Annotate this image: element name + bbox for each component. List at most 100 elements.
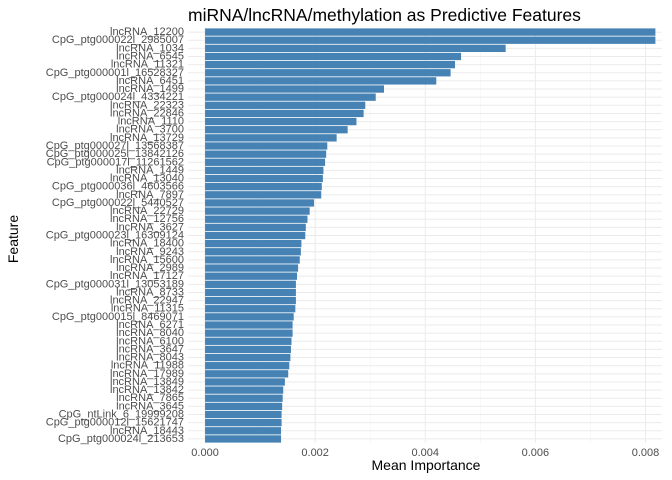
y-axis-title: Feature	[5, 215, 21, 263]
bar	[205, 60, 456, 69]
y-tick-label: lncRNA_18400	[110, 238, 184, 250]
y-tick-label: CpG_ptg000025l_13842126	[46, 148, 184, 160]
y-tick-label: CpG_ptg000022l_5440527	[52, 197, 184, 209]
y-tick-label: lncRNA_13040	[110, 173, 184, 185]
bar	[205, 191, 322, 199]
y-tick-label: lncRNA_22729	[110, 205, 184, 217]
bar	[205, 109, 364, 118]
y-tick-label: lncRNA_3647	[116, 343, 184, 355]
bar	[205, 402, 283, 411]
y-tick-label: lncRNA_11315	[111, 303, 184, 315]
y-tick-label: lncRNA_6451	[116, 75, 184, 87]
bar	[205, 101, 366, 109]
y-tick-label: lncRNA_13842	[110, 384, 184, 396]
bar	[205, 248, 301, 256]
y-tick-label: lncRNA_12200	[110, 26, 184, 38]
y-tick-label: lncRNA_9243	[116, 246, 184, 258]
y-tick-label: CpG_ptg000017l_11261562	[47, 156, 184, 168]
y-tick-label: CpG_ptg000027l_13568387	[46, 140, 184, 152]
y-tick-label: lncRNA_6100	[116, 335, 184, 347]
y-tick-labels: lncRNA_12200CpG_ptg000022l_2985007lncRNA…	[46, 26, 184, 445]
bar	[205, 418, 282, 427]
y-tick-label: lncRNA_8733	[116, 286, 184, 298]
y-tick-label: lncRNA_2989	[116, 262, 184, 274]
y-tick-label: lncRNA_22947	[110, 295, 184, 307]
y-tick-label: lncRNA_8043	[116, 352, 184, 364]
bar	[205, 215, 308, 223]
bar	[205, 296, 296, 305]
bar	[205, 183, 322, 191]
bar	[205, 386, 284, 394]
bar	[205, 69, 451, 77]
bar	[205, 410, 282, 419]
x-tick-labels: 0.000 0.002 0.004 0.006 0.008	[191, 447, 659, 459]
bar	[205, 305, 296, 313]
bar	[205, 158, 326, 166]
bar	[205, 199, 315, 207]
y-tick-label: lncRNA_1449	[116, 164, 184, 176]
bar	[205, 280, 296, 288]
bar	[205, 36, 656, 44]
y-tick-label: lncRNA_3645	[116, 400, 184, 412]
bar	[205, 44, 506, 53]
bar	[205, 321, 293, 329]
y-tick-label: lncRNA_13729	[110, 132, 184, 144]
y-tick-label: CpG_ptg000031l_13053189	[46, 278, 184, 290]
bar	[205, 362, 290, 370]
bar	[205, 85, 384, 93]
y-tick-label: lncRNA_1110	[118, 116, 184, 128]
bar	[205, 264, 299, 272]
bar	[205, 231, 306, 240]
bar	[205, 353, 291, 362]
y-tick-label: lncRNA_6545	[116, 50, 184, 62]
bar	[205, 370, 289, 378]
bars	[205, 28, 656, 443]
y-tick-label: CpG_ptg000024l_213653	[58, 433, 184, 445]
y-tick-label: lncRNA_18443	[110, 425, 184, 437]
bar	[205, 337, 292, 345]
bar	[205, 223, 306, 232]
y-tick-label: lncRNA_22323	[110, 99, 184, 111]
y-tick-label: lncRNA_22846	[110, 107, 184, 119]
y-tick-label: lncRNA_12756	[110, 213, 184, 225]
bar	[205, 117, 357, 126]
bar	[205, 126, 348, 134]
bar	[205, 288, 296, 297]
y-tick-label: CpG_ptg000036l_4603566	[52, 181, 184, 193]
bar	[205, 93, 376, 101]
bar	[205, 239, 302, 248]
y-tick-label: lncRNA_13849	[110, 376, 184, 388]
bar	[205, 378, 285, 386]
bar	[205, 166, 324, 175]
y-tick-label: lncRNA_8040	[116, 327, 184, 339]
chart-title: miRNA/lncRNA/methylation as Predictive F…	[188, 5, 581, 25]
y-tick-label: lncRNA_1499	[116, 83, 184, 95]
bar	[205, 142, 328, 150]
bar	[205, 150, 327, 158]
bar	[205, 313, 294, 321]
x-tick-label: 0.002	[301, 447, 329, 459]
y-tick-label: lncRNA_3627	[116, 221, 184, 233]
y-tick-label: CpG_ptg000015l_8469071	[52, 311, 184, 323]
y-tick-label: lncRNA_7865	[116, 392, 184, 404]
bar	[205, 427, 282, 435]
bar	[205, 77, 437, 85]
bar	[205, 256, 300, 264]
y-tick-label: CpG_ptg000022l_2985007	[52, 34, 184, 46]
y-tick-label: lncRNA_6271	[116, 319, 184, 331]
bar	[205, 28, 656, 36]
bar	[205, 394, 283, 402]
bar	[205, 435, 282, 443]
y-tick-label: lncRNA_3700	[116, 124, 184, 136]
y-tick-label: lncRNA_1034	[116, 42, 184, 54]
y-tick-label: lncRNA_17989	[110, 368, 184, 380]
y-tick-label: lncRNA_7897	[116, 189, 184, 201]
x-tick-label: 0.006	[522, 447, 550, 459]
bar	[205, 345, 291, 354]
y-tick-label: CpG_ptg000012l_15621747	[46, 417, 184, 429]
y-tick-label: CpG_ntLink_6_19999208	[59, 409, 184, 421]
y-tick-label: lncRNA_11988	[111, 360, 184, 372]
bar	[205, 174, 323, 183]
x-axis-title: Mean Importance	[372, 457, 481, 473]
